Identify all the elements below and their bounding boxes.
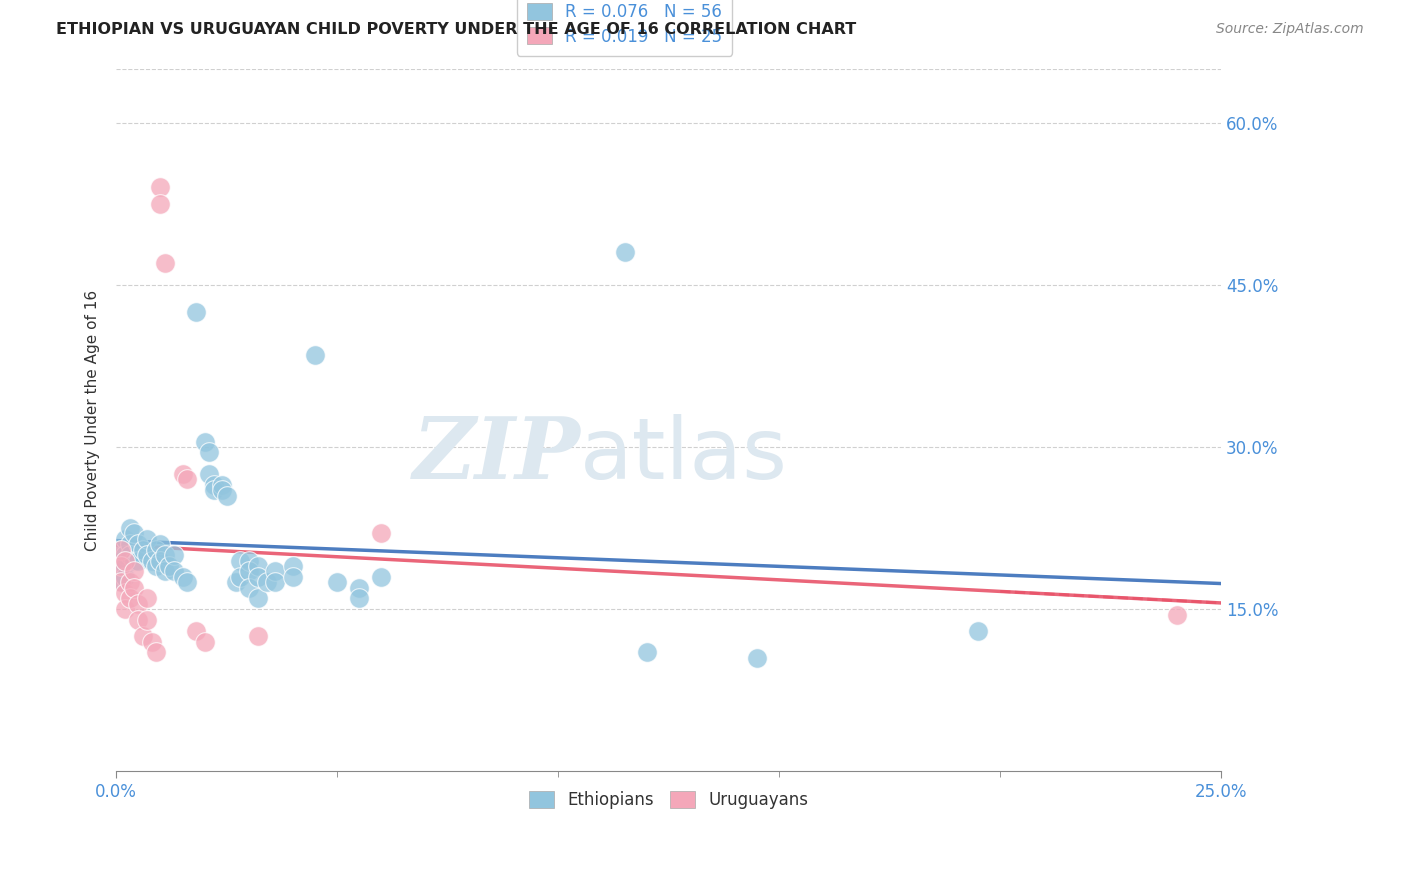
Point <box>136 532 159 546</box>
Point <box>132 629 155 643</box>
Point <box>118 537 141 551</box>
Point <box>145 645 167 659</box>
Point <box>184 305 207 319</box>
Point <box>225 575 247 590</box>
Point <box>110 558 132 573</box>
Point <box>114 570 136 584</box>
Point <box>172 467 194 481</box>
Point <box>163 548 186 562</box>
Point <box>110 542 132 557</box>
Point <box>198 445 221 459</box>
Point <box>176 472 198 486</box>
Point <box>136 591 159 606</box>
Point <box>127 537 149 551</box>
Y-axis label: Child Poverty Under the Age of 16: Child Poverty Under the Age of 16 <box>86 289 100 550</box>
Point <box>149 180 172 194</box>
Point <box>229 570 252 584</box>
Point <box>202 478 225 492</box>
Text: Source: ZipAtlas.com: Source: ZipAtlas.com <box>1216 22 1364 37</box>
Point <box>281 558 304 573</box>
Point <box>304 348 326 362</box>
Point <box>246 591 269 606</box>
Point <box>264 565 287 579</box>
Point <box>238 581 260 595</box>
Point <box>153 565 176 579</box>
Point <box>745 650 768 665</box>
Point <box>153 256 176 270</box>
Point <box>136 613 159 627</box>
Point <box>202 483 225 498</box>
Point <box>326 575 349 590</box>
Point <box>114 532 136 546</box>
Point <box>636 645 658 659</box>
Point <box>194 434 217 449</box>
Point <box>163 565 186 579</box>
Point <box>118 521 141 535</box>
Point <box>198 467 221 481</box>
Legend: Ethiopians, Uruguayans: Ethiopians, Uruguayans <box>522 784 815 816</box>
Point <box>122 581 145 595</box>
Point <box>118 591 141 606</box>
Point <box>967 624 990 638</box>
Point <box>211 478 233 492</box>
Point <box>229 553 252 567</box>
Point <box>153 548 176 562</box>
Point <box>127 553 149 567</box>
Point <box>176 575 198 590</box>
Point <box>264 575 287 590</box>
Point <box>172 570 194 584</box>
Point <box>184 624 207 638</box>
Point <box>141 553 163 567</box>
Point <box>145 542 167 557</box>
Point <box>136 548 159 562</box>
Point <box>281 570 304 584</box>
Point <box>110 542 132 557</box>
Point <box>370 570 392 584</box>
Point <box>370 526 392 541</box>
Point <box>149 553 172 567</box>
Point <box>114 586 136 600</box>
Point <box>110 575 132 590</box>
Point <box>110 553 132 567</box>
Point <box>149 196 172 211</box>
Point <box>118 575 141 590</box>
Point <box>246 558 269 573</box>
Point <box>114 548 136 562</box>
Point <box>194 634 217 648</box>
Point <box>110 575 132 590</box>
Point <box>211 483 233 498</box>
Point <box>132 542 155 557</box>
Point <box>1166 607 1188 622</box>
Point <box>110 565 132 579</box>
Point <box>127 613 149 627</box>
Point <box>118 548 141 562</box>
Point <box>613 245 636 260</box>
Point <box>246 629 269 643</box>
Point <box>114 602 136 616</box>
Point <box>114 553 136 567</box>
Point <box>215 489 238 503</box>
Point <box>122 553 145 567</box>
Point <box>349 581 371 595</box>
Point <box>114 558 136 573</box>
Point <box>157 558 180 573</box>
Point <box>256 575 278 590</box>
Text: ZIP: ZIP <box>412 413 581 497</box>
Point <box>122 565 145 579</box>
Point <box>127 597 149 611</box>
Point <box>238 565 260 579</box>
Point <box>141 634 163 648</box>
Point <box>145 558 167 573</box>
Point <box>149 537 172 551</box>
Text: ETHIOPIAN VS URUGUAYAN CHILD POVERTY UNDER THE AGE OF 16 CORRELATION CHART: ETHIOPIAN VS URUGUAYAN CHILD POVERTY UND… <box>56 22 856 37</box>
Point <box>349 591 371 606</box>
Point <box>238 553 260 567</box>
Text: atlas: atlas <box>581 414 789 497</box>
Point <box>122 526 145 541</box>
Point <box>246 570 269 584</box>
